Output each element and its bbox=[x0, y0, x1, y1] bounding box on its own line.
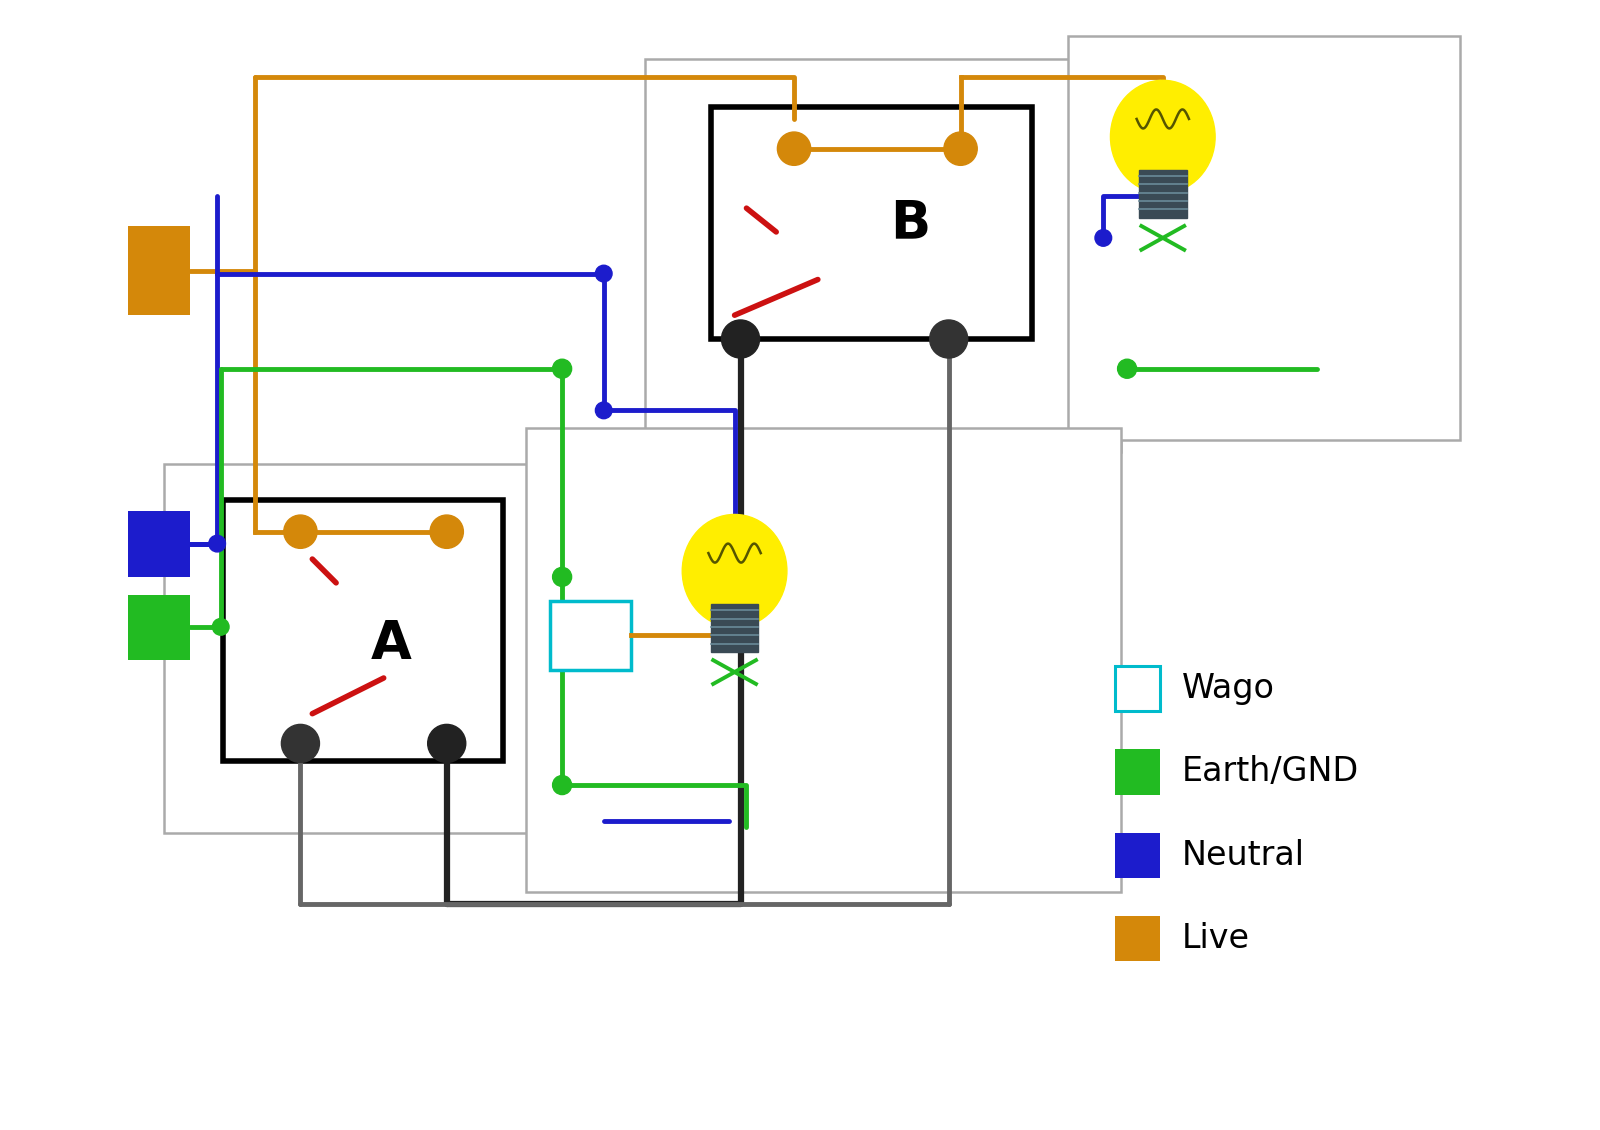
Circle shape bbox=[930, 320, 968, 358]
Bar bbox=[526, 428, 1122, 892]
Circle shape bbox=[427, 724, 466, 763]
Circle shape bbox=[430, 515, 464, 548]
Circle shape bbox=[210, 536, 226, 551]
Bar bbox=[128, 512, 190, 577]
Text: Wago: Wago bbox=[1182, 672, 1275, 705]
Text: Neutral: Neutral bbox=[1182, 838, 1306, 871]
Circle shape bbox=[1117, 359, 1136, 379]
Text: B: B bbox=[890, 197, 930, 249]
Bar bbox=[710, 107, 1032, 339]
Bar bbox=[128, 226, 190, 315]
Bar bbox=[1115, 666, 1160, 711]
Circle shape bbox=[552, 775, 571, 794]
Text: Live: Live bbox=[1182, 922, 1250, 955]
Text: Earth/GND: Earth/GND bbox=[1182, 756, 1358, 789]
Bar bbox=[1067, 36, 1461, 440]
Circle shape bbox=[595, 402, 613, 419]
Bar bbox=[1115, 916, 1160, 962]
Circle shape bbox=[552, 567, 571, 586]
Bar bbox=[550, 601, 630, 670]
Circle shape bbox=[1094, 229, 1112, 246]
Ellipse shape bbox=[1110, 80, 1214, 193]
Text: A: A bbox=[370, 617, 411, 669]
Bar bbox=[1139, 171, 1187, 218]
Circle shape bbox=[283, 515, 317, 548]
Bar bbox=[222, 499, 502, 762]
Circle shape bbox=[944, 132, 978, 165]
Circle shape bbox=[778, 132, 811, 165]
Circle shape bbox=[722, 320, 760, 358]
Bar bbox=[1115, 749, 1160, 794]
Bar bbox=[128, 594, 190, 660]
Bar bbox=[710, 605, 758, 652]
Bar bbox=[163, 464, 562, 833]
Bar bbox=[645, 60, 1122, 452]
Circle shape bbox=[595, 266, 613, 281]
Ellipse shape bbox=[682, 514, 787, 627]
Bar bbox=[1115, 833, 1160, 878]
Circle shape bbox=[282, 724, 320, 763]
Circle shape bbox=[552, 359, 571, 379]
Circle shape bbox=[213, 618, 229, 635]
